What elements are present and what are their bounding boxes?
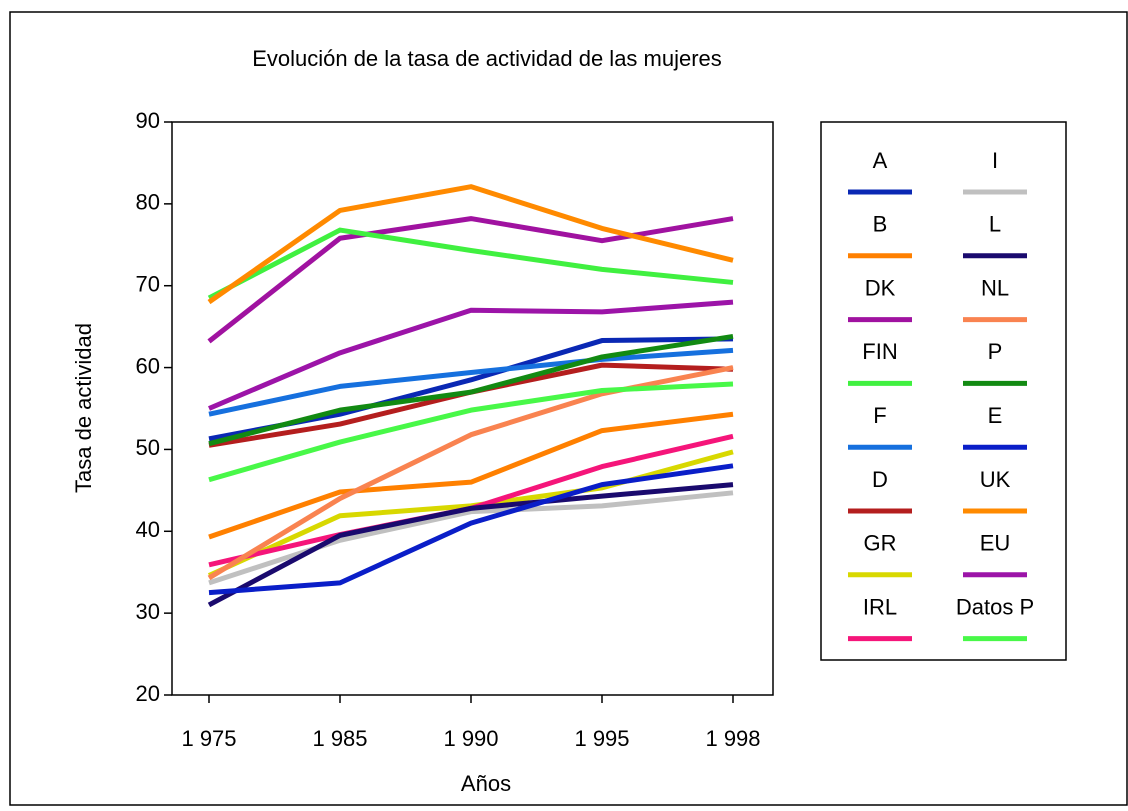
series-line bbox=[208, 299, 734, 411]
legend-label: E bbox=[988, 403, 1003, 428]
legend-label: Datos P bbox=[956, 594, 1034, 619]
series-line bbox=[208, 347, 734, 417]
y-tick-label: 40 bbox=[136, 517, 160, 542]
y-tick-label: 70 bbox=[136, 272, 160, 297]
x-tick-label: 1 998 bbox=[705, 726, 760, 751]
series-line bbox=[207, 184, 734, 305]
y-tick-label: 80 bbox=[136, 190, 160, 215]
series-line bbox=[208, 381, 734, 483]
legend-label: L bbox=[989, 212, 1001, 237]
legend-label: I bbox=[992, 148, 998, 173]
y-tick-label: 30 bbox=[136, 599, 160, 624]
series-line bbox=[207, 365, 734, 581]
series-line bbox=[207, 227, 734, 301]
x-tick-label: 1 975 bbox=[181, 726, 236, 751]
series-line bbox=[208, 333, 734, 447]
legend bbox=[820, 121, 1067, 661]
y-tick-label: 60 bbox=[136, 353, 160, 378]
series-line bbox=[207, 216, 734, 344]
legend-label: NL bbox=[981, 275, 1009, 300]
chart-title: Evolución de la tasa de actividad de las… bbox=[252, 46, 722, 71]
legend-label: P bbox=[988, 339, 1003, 364]
legend-label: F bbox=[873, 403, 886, 428]
series-line bbox=[208, 463, 734, 596]
x-tick-label: 1 985 bbox=[312, 726, 367, 751]
frame bbox=[9, 11, 1128, 806]
plot-area bbox=[171, 121, 774, 696]
legend-label: FIN bbox=[862, 339, 897, 364]
x-tick-label: 1 990 bbox=[443, 726, 498, 751]
legend-label: A bbox=[873, 148, 888, 173]
legend-label: IRL bbox=[863, 594, 897, 619]
series-line bbox=[207, 482, 734, 608]
series-line bbox=[208, 490, 734, 586]
series-line bbox=[208, 411, 734, 540]
legend-label: DK bbox=[865, 275, 896, 300]
x-tick-label: 1 995 bbox=[574, 726, 629, 751]
x-axis-label: Años bbox=[461, 771, 511, 796]
y-axis-label: Tasa de actividad bbox=[71, 323, 96, 493]
legend-label: GR bbox=[864, 531, 897, 556]
legend-label: D bbox=[872, 467, 888, 492]
legend-label: EU bbox=[980, 531, 1011, 556]
y-tick-label: 20 bbox=[136, 681, 160, 706]
legend-label: UK bbox=[980, 467, 1011, 492]
y-tick-label: 50 bbox=[136, 435, 160, 460]
legend-label: B bbox=[873, 212, 888, 237]
y-tick-label: 90 bbox=[136, 108, 160, 133]
